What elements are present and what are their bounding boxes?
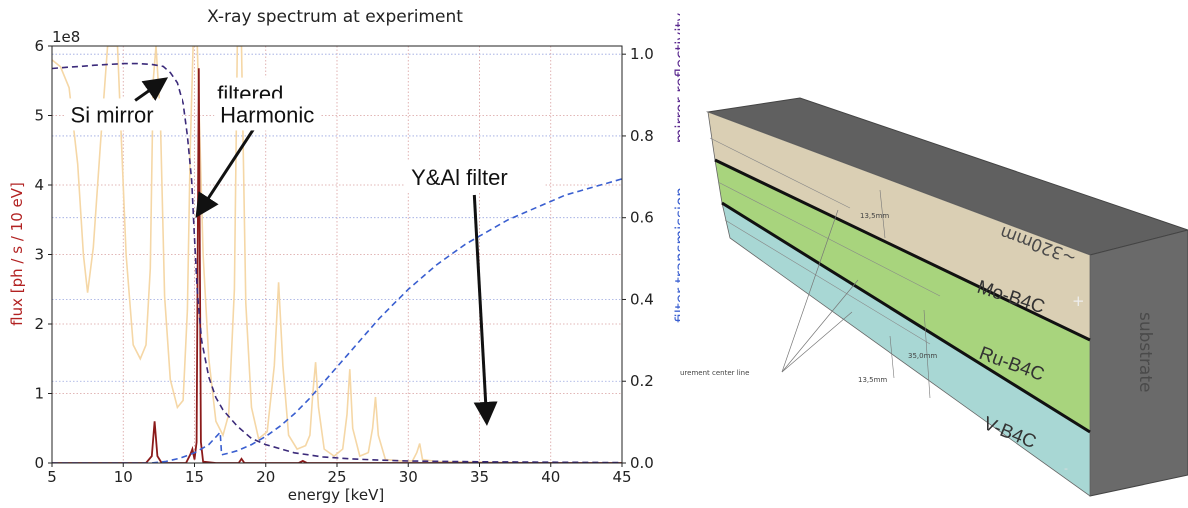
chart-title: X-ray spectrum at experiment xyxy=(207,7,463,27)
y-exponent-label: 1e8 xyxy=(52,28,80,46)
y-right-tick-label: 0.2 xyxy=(630,372,654,390)
x-tick-label: 20 xyxy=(256,468,275,486)
guide-line xyxy=(724,219,931,345)
right-y-axis-label-transmission: filter transmission xyxy=(672,187,680,322)
center-line-label: urement center line xyxy=(680,369,749,377)
guide-line xyxy=(717,181,941,297)
guide-line xyxy=(709,137,851,209)
annotation-label: Si mirror xyxy=(71,102,154,127)
series-line-0 xyxy=(52,46,622,463)
layer-boundary-1 xyxy=(714,158,1091,342)
x-tick-label: 5 xyxy=(47,468,57,486)
dimension-line xyxy=(889,335,895,379)
x-tick-label: 40 xyxy=(541,468,560,486)
layer-boundary-2 xyxy=(721,201,1091,434)
x-tick-label: 15 xyxy=(185,468,204,486)
series-group xyxy=(52,46,622,463)
x-tick-label: 35 xyxy=(470,468,489,486)
annotation-label: Harmonic xyxy=(220,102,314,127)
leader-line xyxy=(781,311,853,373)
annotation-background xyxy=(64,98,183,131)
x-tick-label: 45 xyxy=(612,468,631,486)
annotation-arrow xyxy=(134,77,169,102)
annotation-background xyxy=(214,98,321,131)
dimension-line xyxy=(879,189,886,239)
dimension-label-top: 13,5mm xyxy=(860,212,889,220)
multilayer-mirror-diagram: 13,5mm 35,0mm 13,5mm urement center line… xyxy=(680,97,1188,497)
series-line-3 xyxy=(52,178,622,463)
right-y-axis-label-reflectivity: mirror reflectivity xyxy=(672,13,680,144)
x-axis-label: energy [keV] xyxy=(288,486,384,504)
y-left-tick-label: 2 xyxy=(34,315,44,333)
dimension-line xyxy=(923,309,931,399)
y-left-tick-label: 4 xyxy=(34,176,44,194)
y-left-tick-label: 1 xyxy=(34,385,44,403)
y-right-tick-label: 1.0 xyxy=(630,45,654,63)
leader-line xyxy=(781,279,859,373)
side-face-engraving: substrate xyxy=(1135,312,1155,392)
annotation-background xyxy=(405,161,546,193)
series-line-1 xyxy=(52,68,622,463)
x-tick-label: 25 xyxy=(327,468,346,486)
y-right-tick-label: 0.4 xyxy=(630,290,654,308)
y-right-tick-label: 0.0 xyxy=(630,454,654,472)
dimension-label-bottom: 13,5mm xyxy=(858,376,887,384)
leader-line xyxy=(781,209,839,373)
x-tick-label: 30 xyxy=(399,468,418,486)
y-left-tick-label: 6 xyxy=(34,37,44,55)
y-left-tick-label: 0 xyxy=(34,454,44,472)
y-left-tick-label: 5 xyxy=(34,107,44,125)
annotation-arrow xyxy=(472,194,498,426)
y-right-tick-label: 0.6 xyxy=(630,209,654,227)
series-line-2 xyxy=(52,62,622,463)
dimension-label-middle: 35,0mm xyxy=(908,352,937,360)
x-tick-label: 10 xyxy=(114,468,133,486)
y-right-tick-label: 0.8 xyxy=(630,127,654,145)
left-y-axis-label: flux [ph / s / 10 eV] xyxy=(8,182,26,326)
xray-spectrum-chart: X-ray spectrum at experiment 1e8 5 10 15 20… xyxy=(8,7,680,504)
minus-mark: - xyxy=(1064,462,1068,475)
plus-mark: + xyxy=(1072,292,1085,310)
plot-area: 5 10 15 20 25 30 35 40 4501234560.00.20.40.60.81… xyxy=(34,37,653,486)
annotation-label: Y&Al filter xyxy=(411,165,508,190)
y-left-tick-label: 3 xyxy=(34,246,44,264)
